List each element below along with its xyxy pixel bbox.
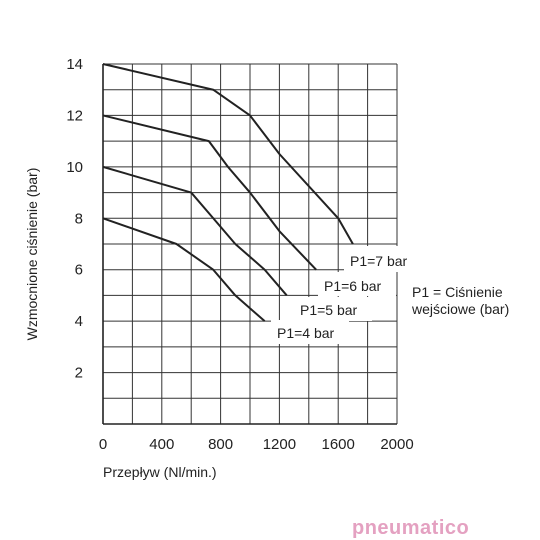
x-tick-label: 400	[149, 436, 174, 453]
annotation-line-2: wejściowe (bar)	[411, 301, 509, 317]
y-tick-label: 10	[66, 159, 83, 176]
y-tick-label: 4	[75, 313, 83, 330]
series-label-p1-6: P1=6 bar	[324, 278, 382, 294]
x-tick-labels: 0 400 800 1200 1600 2000	[99, 436, 414, 453]
y-tick-labels: 2 4 6 8 10 12 14	[66, 56, 83, 382]
x-tick-label: 800	[208, 436, 233, 453]
x-tick-label: 0	[99, 436, 107, 453]
y-tick-label: 14	[66, 56, 83, 73]
x-axis-title: Przepływ (Nl/min.)	[103, 464, 217, 480]
series-label-p1-4: P1=4 bar	[277, 325, 335, 341]
y-axis-title: Wzmocnione ciśnienie (bar)	[24, 168, 40, 341]
y-tick-label: 2	[75, 365, 83, 382]
y-tick-label: 8	[75, 210, 83, 227]
axes	[102, 64, 397, 425]
series-label-bg-4	[271, 320, 349, 344]
series-line-2	[102, 165, 288, 297]
series-label-p1-5: P1=5 bar	[300, 302, 358, 318]
series-label-p1-7: P1=7 bar	[350, 253, 408, 269]
series-label-bg-6	[318, 272, 396, 296]
brand-logo-text: pneumatico	[352, 517, 469, 539]
x-tick-label: 1600	[322, 436, 355, 453]
series-label-bg-5	[294, 297, 372, 321]
x-tick-label: 2000	[380, 436, 413, 453]
x-tick-label: 1200	[263, 436, 296, 453]
series-lines	[102, 63, 354, 322]
series-line-3	[102, 217, 266, 322]
y-tick-label: 12	[66, 107, 83, 124]
series-label-bg-7	[344, 246, 422, 272]
series-line-1	[102, 114, 317, 271]
series-line-0	[102, 63, 354, 245]
annotation-line-1: P1 = Ciśnienie	[412, 284, 503, 300]
y-tick-label: 6	[75, 262, 83, 279]
series-labels: P1=7 bar P1=6 bar P1=5 bar P1=4 bar	[271, 246, 422, 344]
